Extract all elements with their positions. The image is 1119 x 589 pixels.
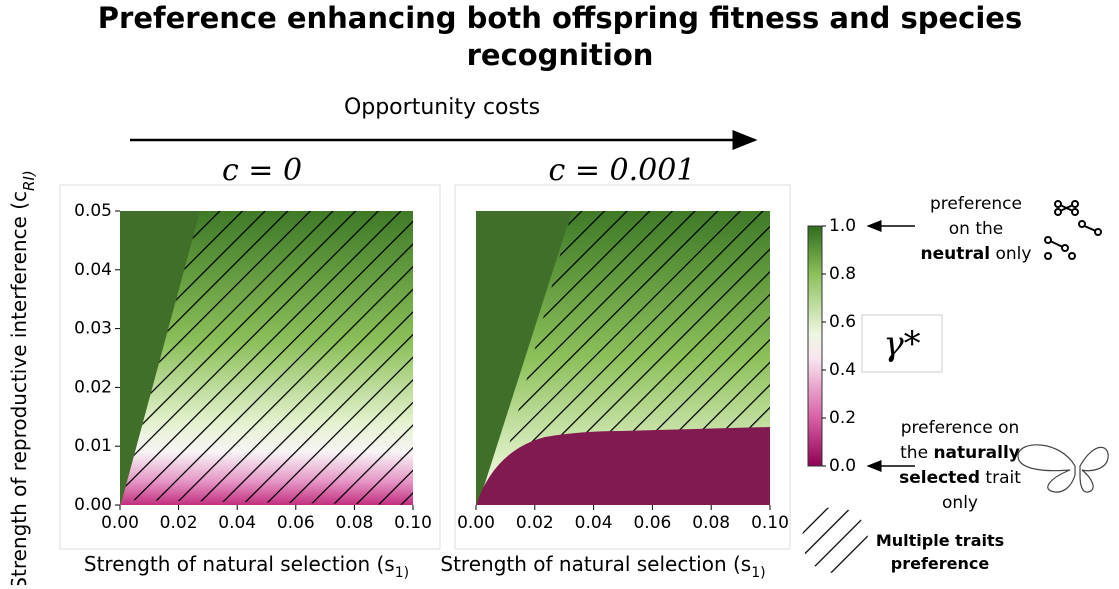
- x-tick-label: 0.04: [218, 513, 256, 533]
- x-axis-label: Strength of natural selection (s1): [440, 552, 765, 582]
- annotation-line: Multiple traits: [876, 531, 1004, 550]
- panel-title: c = 0.001: [549, 153, 696, 188]
- annotation-line: preference: [930, 194, 1022, 214]
- y-axis-label: Strength of reproductive interference (c…: [7, 170, 38, 585]
- x-tick-label: 0.10: [751, 513, 789, 533]
- hatch-region: [122, 211, 413, 505]
- hatch-legend: [802, 507, 868, 573]
- annotation-text: naturally: [933, 443, 1019, 463]
- x-tick-label: 0.10: [394, 513, 432, 533]
- annotation: Multiple traits preference: [876, 531, 1004, 573]
- y-label-text: Strength of reproductive interference (c: [7, 191, 31, 585]
- x-tick-label: 0.06: [633, 513, 671, 533]
- annotation-text: neutral: [921, 244, 991, 264]
- colorbar-tick-label: 0.6: [829, 312, 856, 332]
- annotation: preference on the naturally selected trait…: [899, 418, 1021, 513]
- colorbar-tick-label: 1.0: [829, 216, 856, 236]
- y-label-sub: RI): [20, 170, 38, 191]
- annotation-text: on the: [949, 219, 1003, 239]
- x-label-sub: 1): [751, 565, 765, 581]
- butterfly-icon: [1017, 444, 1109, 493]
- annotation-text: preference: [930, 194, 1022, 214]
- y-tick-label: 0.00: [74, 495, 112, 515]
- annotation-line: preference on: [901, 418, 1020, 438]
- annotation-line: selected trait: [899, 468, 1021, 488]
- panel-frame: [454, 184, 791, 550]
- x-tick-label: 0.08: [692, 513, 730, 533]
- x-tick-label: 0.06: [277, 513, 315, 533]
- x-tick-label: 0.00: [101, 513, 139, 533]
- x-tick-label: 0.08: [335, 513, 373, 533]
- annotation-line: on the: [949, 219, 1003, 239]
- x-tick-label: 0.02: [516, 513, 554, 533]
- annotation-text: selected: [899, 468, 980, 488]
- colorbar: [807, 225, 823, 467]
- annotation-text: preference on: [901, 418, 1020, 438]
- colorbar-tick-label: 0.0: [829, 456, 856, 476]
- y-tick-label: 0.05: [74, 201, 112, 221]
- annotation-line: preference: [891, 554, 990, 573]
- annotation-text: preference: [891, 554, 990, 573]
- annotation-text: trait: [980, 468, 1021, 488]
- colorbar-tick-label: 0.4: [829, 360, 856, 380]
- colorbar-tick-label: 0.2: [829, 408, 856, 428]
- annotation-line: neutral only: [921, 244, 1032, 264]
- title: Preference enhancing both offspring fitn…: [98, 1, 1022, 72]
- colorbar-tick-label: 0.8: [829, 264, 856, 284]
- annotation: preference on the neutral only: [921, 194, 1032, 264]
- y-tick-label: 0.03: [74, 319, 112, 339]
- panel-title: c = 0: [222, 153, 302, 188]
- x-tick-label: 0.02: [160, 513, 198, 533]
- colorbar-label: γ*: [883, 324, 920, 364]
- title-line: recognition: [467, 38, 654, 72]
- annotation-line: only: [942, 493, 978, 513]
- y-tick-label: 0.04: [74, 260, 112, 280]
- x-label-text: Strength of natural selection (s: [84, 552, 395, 576]
- neutral-region: [476, 211, 572, 505]
- panel-frame: [59, 184, 441, 550]
- neutral-region: [120, 211, 200, 505]
- annotation-text: only: [942, 493, 978, 513]
- x-tick-label: 0.04: [575, 513, 613, 533]
- annotation-text: Multiple traits: [876, 531, 1004, 550]
- selected-region: [476, 427, 770, 505]
- y-tick-label: 0.01: [74, 436, 112, 456]
- x-tick-label: 0.00: [457, 513, 495, 533]
- colorbar-label-box: [861, 314, 943, 373]
- x-axis-label: Strength of natural selection (s1): [84, 552, 409, 582]
- annotation-text: only: [990, 244, 1031, 264]
- network-icon: [1044, 200, 1102, 260]
- title-line: Preference enhancing both offspring fitn…: [98, 1, 1022, 35]
- y-tick-label: 0.02: [74, 377, 112, 397]
- hatch-region: [505, 211, 770, 460]
- annotation-line: the naturally: [900, 443, 1020, 463]
- annotation-text: the: [900, 443, 933, 463]
- arrow-label: Opportunity costs: [344, 95, 540, 120]
- x-label-text: Strength of natural selection (s: [440, 552, 751, 576]
- x-label-sub: 1): [395, 565, 409, 581]
